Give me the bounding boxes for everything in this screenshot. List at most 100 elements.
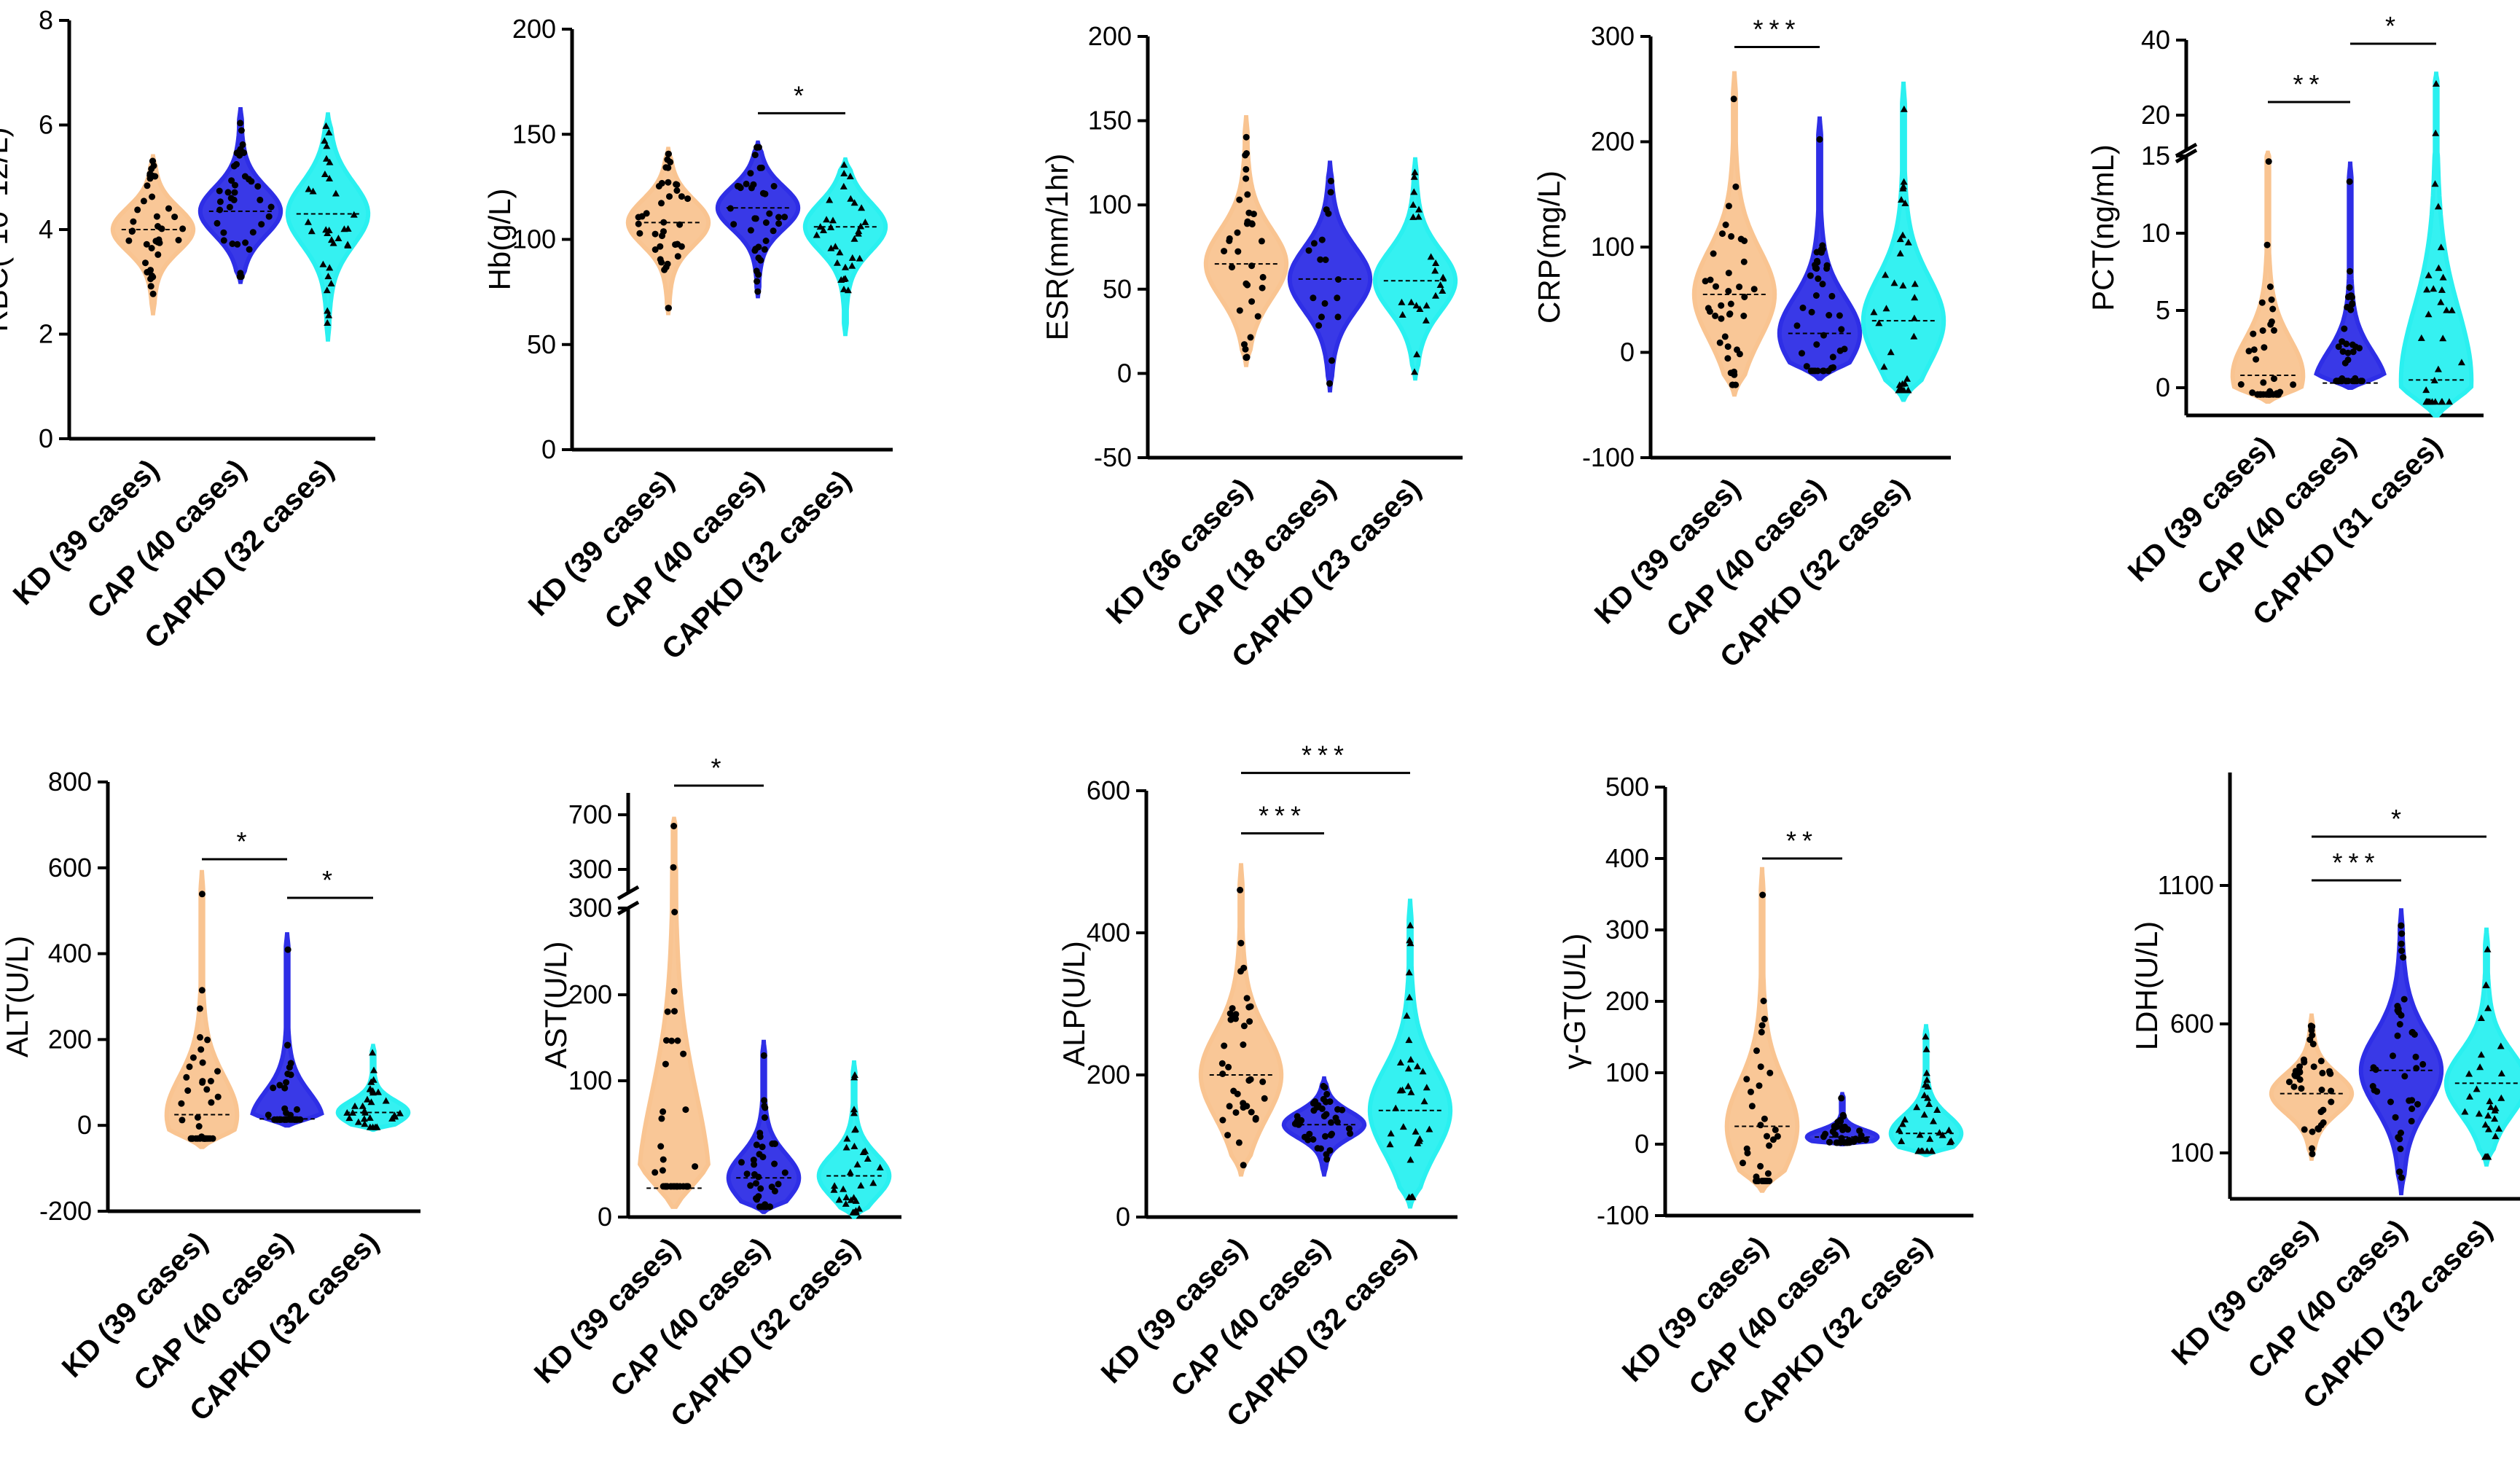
violin-cap (250, 932, 324, 1128)
data-point (671, 909, 678, 915)
data-point (1862, 1136, 1869, 1143)
data-point (326, 174, 333, 181)
data-point (1832, 1131, 1839, 1138)
y-tick-label: 10 (2141, 218, 2170, 248)
data-point (743, 180, 750, 187)
data-point (1813, 341, 1820, 348)
data-point (2484, 945, 2492, 953)
data-point (220, 237, 227, 244)
significance-label: * (322, 865, 338, 895)
data-point (674, 1037, 681, 1044)
data-point (1740, 1159, 1746, 1167)
data-point (727, 205, 734, 212)
data-point (2431, 180, 2439, 187)
data-point (1332, 1114, 1339, 1122)
data-point (1318, 1105, 1326, 1112)
data-point (840, 161, 848, 168)
data-point (2400, 996, 2408, 1003)
data-point (1323, 206, 1330, 214)
y-axis-label: ALT(U/L) (0, 936, 34, 1057)
data-point (1911, 280, 1919, 287)
data-point (843, 1135, 851, 1142)
data-point (2484, 1004, 2492, 1012)
data-point (1890, 279, 1898, 286)
data-point (224, 189, 232, 196)
data-point (1913, 1103, 1921, 1111)
data-point (756, 1151, 763, 1158)
data-point (2477, 1051, 2485, 1058)
data-point (858, 204, 866, 211)
data-point (2435, 264, 2443, 271)
data-point (1243, 133, 1250, 141)
data-point (239, 141, 246, 148)
y-tick-label: 200 (1605, 986, 1649, 1016)
data-point (2328, 1087, 2335, 1095)
data-point (2341, 359, 2349, 367)
x-category-label: KD (39 cases) (2122, 430, 2280, 588)
data-point (2342, 378, 2349, 385)
data-point (831, 243, 840, 250)
data-point (1900, 178, 1908, 185)
data-point (1875, 319, 1883, 326)
data-point (759, 1143, 766, 1151)
data-point (195, 1123, 203, 1130)
y-tick-label: 100 (1088, 189, 1132, 219)
data-point (1724, 355, 1731, 362)
data-point (851, 1208, 859, 1216)
data-point (680, 1050, 687, 1057)
data-point (1758, 1022, 1766, 1029)
data-point (781, 1169, 789, 1176)
data-point (842, 1194, 850, 1200)
data-point (2249, 389, 2256, 396)
data-point (1322, 1133, 1329, 1140)
data-point (2476, 1063, 2484, 1071)
data-point (1411, 368, 1418, 375)
data-point (1258, 238, 1265, 245)
data-point (2290, 381, 2297, 388)
data-point (771, 1187, 778, 1194)
data-point (186, 1063, 193, 1071)
data-point (1748, 1088, 1754, 1095)
data-point (294, 1106, 300, 1113)
y-tick-label: 5 (2156, 295, 2170, 325)
data-point (1882, 305, 1890, 312)
data-point (2409, 1106, 2416, 1112)
data-point (1706, 308, 1713, 315)
data-point (369, 1089, 377, 1096)
data-point (1226, 237, 1233, 244)
data-point (2290, 1083, 2298, 1090)
data-point (658, 200, 665, 207)
data-point (214, 1093, 222, 1100)
data-point (1240, 1022, 1248, 1030)
data-point (2398, 947, 2405, 955)
y-tick-label: -50 (1094, 442, 1132, 472)
x-category-label: CAP (40 cases) (2242, 1213, 2413, 1385)
data-point (203, 1086, 211, 1093)
data-point (2414, 1100, 2421, 1108)
data-point (396, 1109, 404, 1116)
data-point (196, 1135, 203, 1142)
data-point (360, 1115, 368, 1122)
y-tick-label: 50 (527, 329, 556, 359)
data-point (158, 225, 165, 232)
data-point (2237, 381, 2245, 388)
data-point (1924, 1082, 1932, 1090)
data-point (1925, 1100, 1933, 1107)
data-point (635, 214, 642, 221)
data-point (140, 197, 147, 205)
data-point (372, 1123, 379, 1130)
data-point (1817, 249, 1825, 256)
data-point (2309, 1150, 2316, 1157)
data-point (2448, 306, 2456, 313)
violin-kd (625, 146, 711, 316)
y-tick-label: 600 (1087, 775, 1130, 805)
data-point (232, 181, 238, 189)
data-point (1740, 313, 1748, 319)
data-point (772, 1141, 778, 1147)
data-point (1702, 278, 1709, 285)
y-tick-label: 200 (48, 1024, 92, 1054)
data-point (1335, 276, 1342, 283)
data-point (1757, 1162, 1764, 1170)
data-point (1398, 310, 1406, 318)
data-point (1225, 1063, 1232, 1071)
